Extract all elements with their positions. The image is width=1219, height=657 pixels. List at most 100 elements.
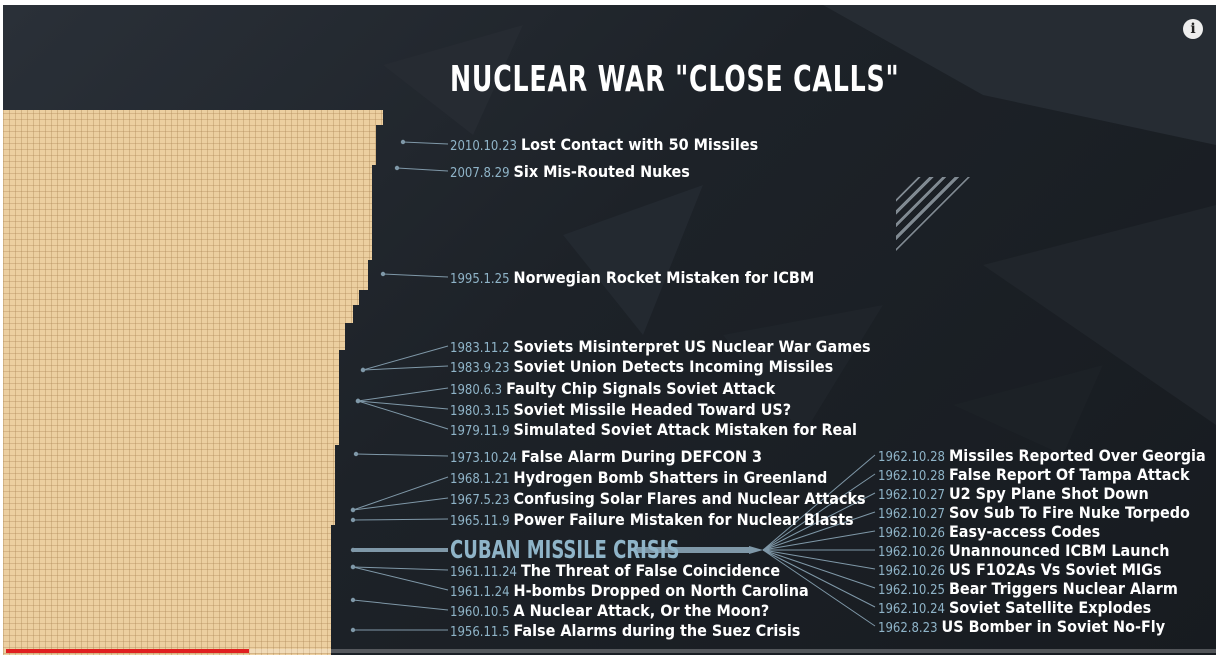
event-label: US F102As Vs Soviet MIGs	[948, 560, 1162, 579]
connector-dot	[353, 451, 359, 457]
event-date: 1962.10.28	[878, 450, 945, 465]
connector-line	[762, 511, 876, 551]
connector-line	[762, 530, 876, 551]
connector-line	[762, 492, 876, 551]
connector-line	[357, 387, 449, 402]
timeline-connectors	[350, 139, 876, 633]
event-row: 1980.6.3 Faulty Chip Signals Soviet Attac…	[450, 379, 775, 398]
event-label: U2 Spy Plane Shot Down	[948, 484, 1149, 503]
event-label: Soviet Satellite Explodes	[948, 598, 1152, 617]
connector-line	[362, 345, 449, 371]
connector-line	[352, 599, 449, 611]
event-date: 1956.11.5	[450, 625, 510, 640]
connector-line	[762, 473, 876, 551]
connector-line	[396, 167, 449, 172]
connector-line	[352, 497, 449, 511]
event-row: 1983.11.2 Soviets Misinterpret US Nuclear…	[450, 337, 871, 356]
event-row: 1967.5.23 Confusing Solar Flares and Nucl…	[450, 489, 866, 508]
connector-dot	[350, 547, 356, 553]
event-date: 1983.11.2	[450, 341, 510, 356]
connector-line	[362, 365, 449, 371]
event-row: 1973.10.24 False Alarm During DEFCON 3	[450, 447, 762, 466]
event-row: 1956.11.5 False Alarms during the Suez Cr…	[450, 621, 800, 640]
cuban-event-row: 1962.10.27 U2 Spy Plane Shot Down	[878, 484, 1149, 503]
event-row: 1960.10.5 A Nuclear Attack, Or the Moon?	[450, 601, 769, 620]
connector-dot	[350, 517, 356, 523]
event-label: Missiles Reported Over Georgia	[948, 446, 1206, 465]
waffle-cells	[3, 110, 383, 655]
connector-line	[352, 476, 449, 511]
connector-line	[352, 566, 449, 571]
event-label: False Report Of Tampa Attack	[948, 465, 1190, 484]
event-date: 1965.11.9	[450, 514, 510, 529]
video-frame[interactable]: NUCLEAR WAR "CLOSE CALLS" i 2010.10.23 Lo…	[3, 5, 1216, 655]
connector-dot	[400, 139, 406, 145]
event-label: Soviet Union Detects Incoming Missiles	[513, 357, 834, 376]
video-progress-fill	[6, 649, 249, 653]
event-date: 1980.6.3	[450, 383, 503, 398]
connector-line	[762, 549, 876, 608]
event-date: 1962.10.28	[878, 469, 945, 484]
event-label: Sov Sub To Fire Nuke Torpedo	[948, 503, 1190, 522]
event-label: Faulty Chip Signals Soviet Attack	[506, 379, 776, 398]
event-row: 1980.3.15 Soviet Missile Headed Toward US…	[450, 400, 791, 419]
cuban-event-row: 1962.10.24 Soviet Satellite Explodes	[878, 598, 1151, 617]
event-date: 1979.11.9	[450, 424, 510, 439]
event-date: 1962.10.26	[878, 526, 945, 541]
cuban-event-row: 1962.10.28 Missiles Reported Over Georgia	[878, 446, 1206, 465]
connector-dot	[380, 271, 386, 277]
video-progress-bar[interactable]	[6, 649, 1216, 653]
event-row: 1965.11.9 Power Failure Mistaken for Nucl…	[450, 510, 854, 529]
event-date: 1962.10.27	[878, 507, 945, 522]
event-label: Confusing Solar Flares and Nuclear Attac…	[513, 489, 866, 508]
event-row: 1961.1.24 H-bombs Dropped on North Caroli…	[450, 581, 809, 600]
event-label: The Threat of False Coincidence	[520, 561, 781, 580]
cuban-event-row: 1962.10.26 Unannounced ICBM Launch	[878, 541, 1169, 560]
event-row: 1983.9.23 Soviet Union Detects Incoming M…	[450, 357, 833, 376]
event-label: Lost Contact with 50 Missiles	[520, 135, 759, 154]
cuban-event-row: 1962.10.26 US F102As Vs Soviet MIGs	[878, 560, 1162, 579]
connector-line	[762, 549, 876, 627]
event-label: Easy-access Codes	[948, 522, 1101, 541]
event-row: 2010.10.23 Lost Contact with 50 Missiles	[450, 135, 758, 154]
event-date: 1995.1.25	[450, 272, 510, 287]
event-date: 1962.10.24	[878, 602, 945, 617]
event-label: Norwegian Rocket Mistaken for ICBM	[513, 268, 815, 287]
event-date: 1962.8.23	[878, 621, 938, 636]
info-icon[interactable]: i	[1183, 19, 1203, 39]
cuban-event-row: 1962.10.27 Sov Sub To Fire Nuke Torpedo	[878, 503, 1190, 522]
event-row: 1995.1.25 Norwegian Rocket Mistaken for I…	[450, 268, 814, 287]
event-label: H-bombs Dropped on North Carolina	[513, 581, 809, 600]
background-facets	[383, 5, 1216, 455]
event-date: 2010.10.23	[450, 139, 517, 154]
connector-dot	[394, 165, 400, 171]
event-date: 1962.10.26	[878, 545, 945, 560]
connector-dot	[350, 507, 356, 513]
connector-line	[357, 400, 449, 430]
event-label: Unannounced ICBM Launch	[948, 541, 1170, 560]
event-row: 1979.11.9 Simulated Soviet Attack Mistake…	[450, 420, 857, 439]
event-label: False Alarm During DEFCON 3	[520, 447, 763, 466]
event-date: 1968.1.21	[450, 472, 510, 487]
cuban-event-row: 1962.8.23 US Bomber in Soviet No-Fly	[878, 617, 1165, 636]
event-label: Simulated Soviet Attack Mistaken for Rea…	[513, 420, 857, 439]
event-date: 1962.10.26	[878, 564, 945, 579]
event-date: 1961.1.24	[450, 585, 510, 600]
event-label: False Alarms during the Suez Crisis	[513, 621, 801, 640]
event-row: 1961.11.24 The Threat of False Coincidenc…	[450, 561, 780, 580]
event-label: Bear Triggers Nuclear Alarm	[948, 579, 1178, 598]
connector-dot	[350, 564, 356, 570]
cuban-event-row: 1962.10.26 Easy-access Codes	[878, 522, 1100, 541]
cuban-event-row: 1962.10.25 Bear Triggers Nuclear Alarm	[878, 579, 1178, 598]
event-label: Hydrogen Bomb Shatters in Greenland	[513, 468, 828, 487]
event-label: Soviets Misinterpret US Nuclear War Game…	[513, 337, 871, 356]
event-label: Six Mis-Routed Nukes	[513, 162, 690, 181]
event-date: 1980.3.15	[450, 404, 510, 419]
connector-dot	[350, 597, 356, 603]
event-date: 1967.5.23	[450, 493, 510, 508]
connector-dot	[360, 367, 366, 373]
event-row: 1968.1.21 Hydrogen Bomb Shatters in Green…	[450, 468, 827, 487]
close-calls-waffle-grid	[3, 110, 383, 655]
event-label: US Bomber in Soviet No-Fly	[941, 617, 1166, 636]
connector-dot	[355, 398, 361, 404]
